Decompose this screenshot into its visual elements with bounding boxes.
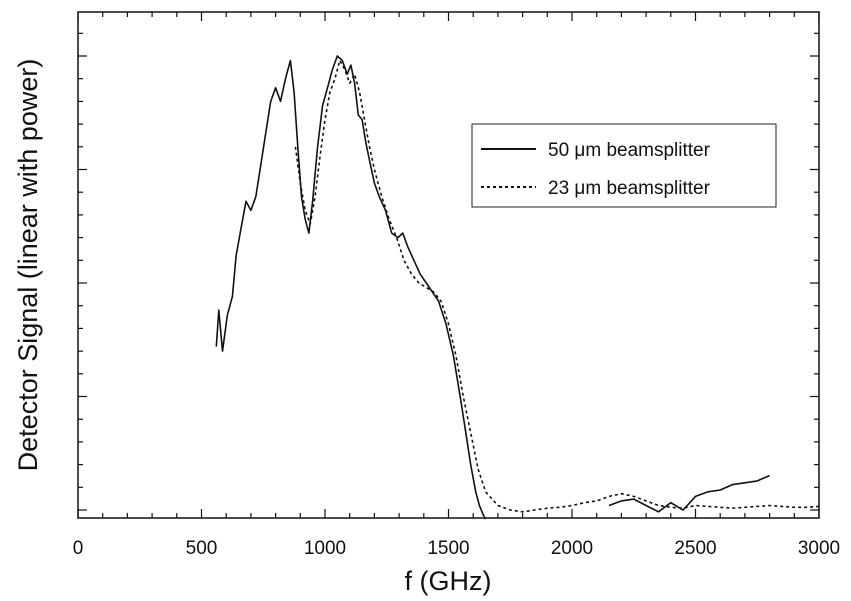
legend-box — [471, 123, 777, 208]
y-axis-title: Detector Signal (linear with power) — [13, 59, 43, 472]
x-tick-label: 0 — [73, 538, 84, 559]
x-tick-label: 2000 — [551, 538, 593, 559]
x-tick-labels: 0 500 1000 1500 2000 2500 3000 — [73, 538, 840, 559]
legend-label-50um: 50 μm beamsplitter — [548, 140, 711, 161]
x-tick-label: 500 — [186, 538, 218, 559]
series-line-23um — [294, 59, 820, 513]
series-line-50um-seg0 — [215, 55, 487, 520]
legend-label-23um: 23 μm beamsplitter — [548, 178, 711, 199]
x-tick-label: 3000 — [798, 538, 840, 559]
x-tick-label: 2500 — [674, 538, 716, 559]
legend: 50 μm beamsplitter 23 μm beamsplitter — [471, 123, 777, 208]
x-tick-label: 1000 — [304, 538, 346, 559]
axis-ticks — [77, 12, 820, 518]
plot-frame — [77, 11, 820, 519]
series-line-50um-seg1 — [608, 474, 770, 513]
x-axis-title: f (GHz) — [405, 566, 492, 596]
x-tick-label: 1500 — [427, 538, 469, 559]
series-layer — [215, 55, 820, 520]
